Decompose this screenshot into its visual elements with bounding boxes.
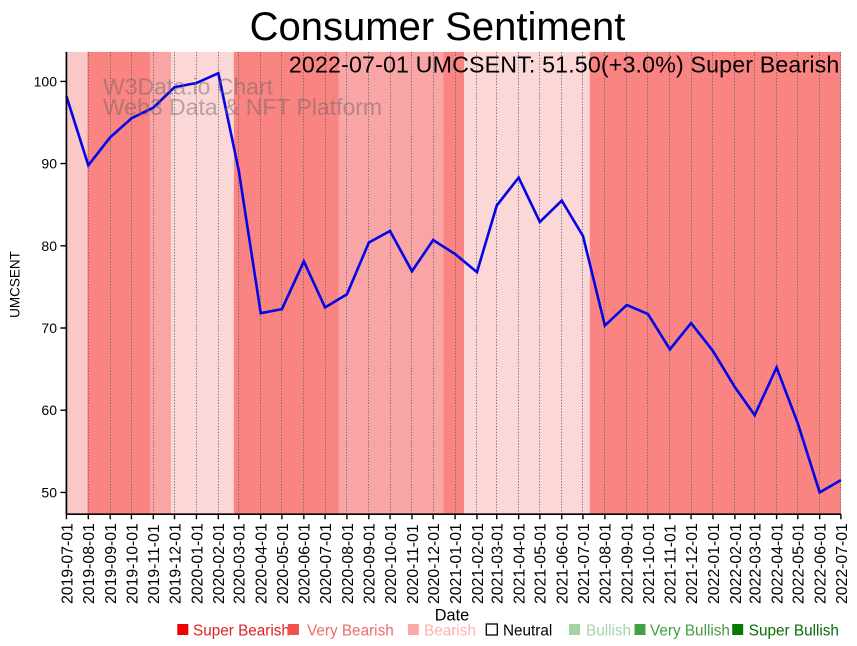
svg-text:2021-03-01: 2021-03-01 bbox=[490, 523, 507, 604]
svg-text:2020-10-01: 2020-10-01 bbox=[383, 523, 400, 604]
svg-text:2021-09-01: 2021-09-01 bbox=[620, 523, 637, 604]
svg-text:2021-07-01: 2021-07-01 bbox=[576, 523, 593, 604]
svg-text:UMCSENT: UMCSENT bbox=[8, 251, 23, 318]
svg-text:90: 90 bbox=[41, 156, 57, 172]
svg-text:2021-01-01: 2021-01-01 bbox=[448, 523, 465, 604]
svg-text:2020-11-01: 2020-11-01 bbox=[405, 524, 422, 604]
svg-text:2021-10-01: 2021-10-01 bbox=[641, 523, 658, 604]
svg-text:80: 80 bbox=[41, 238, 57, 254]
svg-text:2020-04-01: 2020-04-01 bbox=[254, 523, 271, 604]
svg-text:2022-06-01: 2022-06-01 bbox=[813, 523, 830, 604]
svg-text:2022-03-01: 2022-03-01 bbox=[748, 523, 765, 604]
svg-text:2021-06-01: 2021-06-01 bbox=[555, 523, 572, 604]
svg-text:2021-08-01: 2021-08-01 bbox=[598, 523, 615, 604]
svg-text:2021-12-01: 2021-12-01 bbox=[684, 523, 701, 604]
svg-text:Consumer Sentiment: Consumer Sentiment bbox=[250, 5, 626, 49]
svg-text:Bullish: Bullish bbox=[586, 623, 631, 640]
svg-text:Bearish: Bearish bbox=[424, 623, 476, 640]
svg-text:2019-07-01: 2019-07-01 bbox=[59, 523, 76, 604]
svg-text:Super Bearish: Super Bearish bbox=[193, 623, 290, 640]
svg-text:Web3 Data & NFT Platform: Web3 Data & NFT Platform bbox=[103, 94, 382, 120]
svg-text:2019-11-01: 2019-11-01 bbox=[146, 524, 163, 604]
svg-text:Date: Date bbox=[435, 607, 469, 625]
svg-text:2022-02-01: 2022-02-01 bbox=[728, 523, 745, 604]
svg-text:2020-06-01: 2020-06-01 bbox=[297, 523, 314, 604]
svg-text:50: 50 bbox=[41, 484, 57, 500]
svg-text:2022-01-01: 2022-01-01 bbox=[706, 523, 723, 604]
svg-text:2020-02-01: 2020-02-01 bbox=[211, 523, 228, 604]
svg-text:2020-01-01: 2020-01-01 bbox=[189, 523, 206, 604]
svg-text:2020-08-01: 2020-08-01 bbox=[340, 523, 357, 604]
svg-text:2021-04-01: 2021-04-01 bbox=[512, 523, 529, 604]
svg-text:2022-04-01: 2022-04-01 bbox=[769, 523, 786, 604]
svg-text:60: 60 bbox=[41, 402, 57, 418]
svg-text:2019-09-01: 2019-09-01 bbox=[103, 523, 120, 604]
svg-text:2021-11-01: 2021-11-01 bbox=[663, 524, 680, 604]
svg-text:2020-07-01: 2020-07-01 bbox=[318, 523, 335, 604]
svg-text:Neutral: Neutral bbox=[503, 623, 552, 640]
svg-text:2019-12-01: 2019-12-01 bbox=[167, 523, 184, 604]
svg-text:Very Bullish: Very Bullish bbox=[650, 623, 730, 640]
svg-text:2019-08-01: 2019-08-01 bbox=[81, 523, 98, 604]
svg-text:Super Bullish: Super Bullish bbox=[749, 623, 839, 640]
svg-text:2020-03-01: 2020-03-01 bbox=[232, 523, 249, 604]
svg-text:2020-12-01: 2020-12-01 bbox=[426, 523, 443, 604]
svg-text:100: 100 bbox=[34, 73, 58, 89]
svg-text:2019-10-01: 2019-10-01 bbox=[124, 523, 141, 604]
svg-text:Very Bearish: Very Bearish bbox=[307, 623, 394, 640]
svg-text:2021-02-01: 2021-02-01 bbox=[470, 523, 487, 604]
svg-text:W3Data.io Chart: W3Data.io Chart bbox=[103, 74, 274, 100]
svg-text:2021-05-01: 2021-05-01 bbox=[533, 523, 550, 604]
svg-text:2022-07-01 UMCSENT: 51.50(+3.0: 2022-07-01 UMCSENT: 51.50(+3.0%) Super B… bbox=[289, 51, 840, 77]
svg-text:70: 70 bbox=[41, 320, 57, 336]
svg-text:2022-07-01: 2022-07-01 bbox=[834, 523, 851, 604]
svg-text:2022-05-01: 2022-05-01 bbox=[791, 523, 808, 604]
svg-text:2020-05-01: 2020-05-01 bbox=[275, 523, 292, 604]
svg-text:2020-09-01: 2020-09-01 bbox=[362, 523, 379, 604]
